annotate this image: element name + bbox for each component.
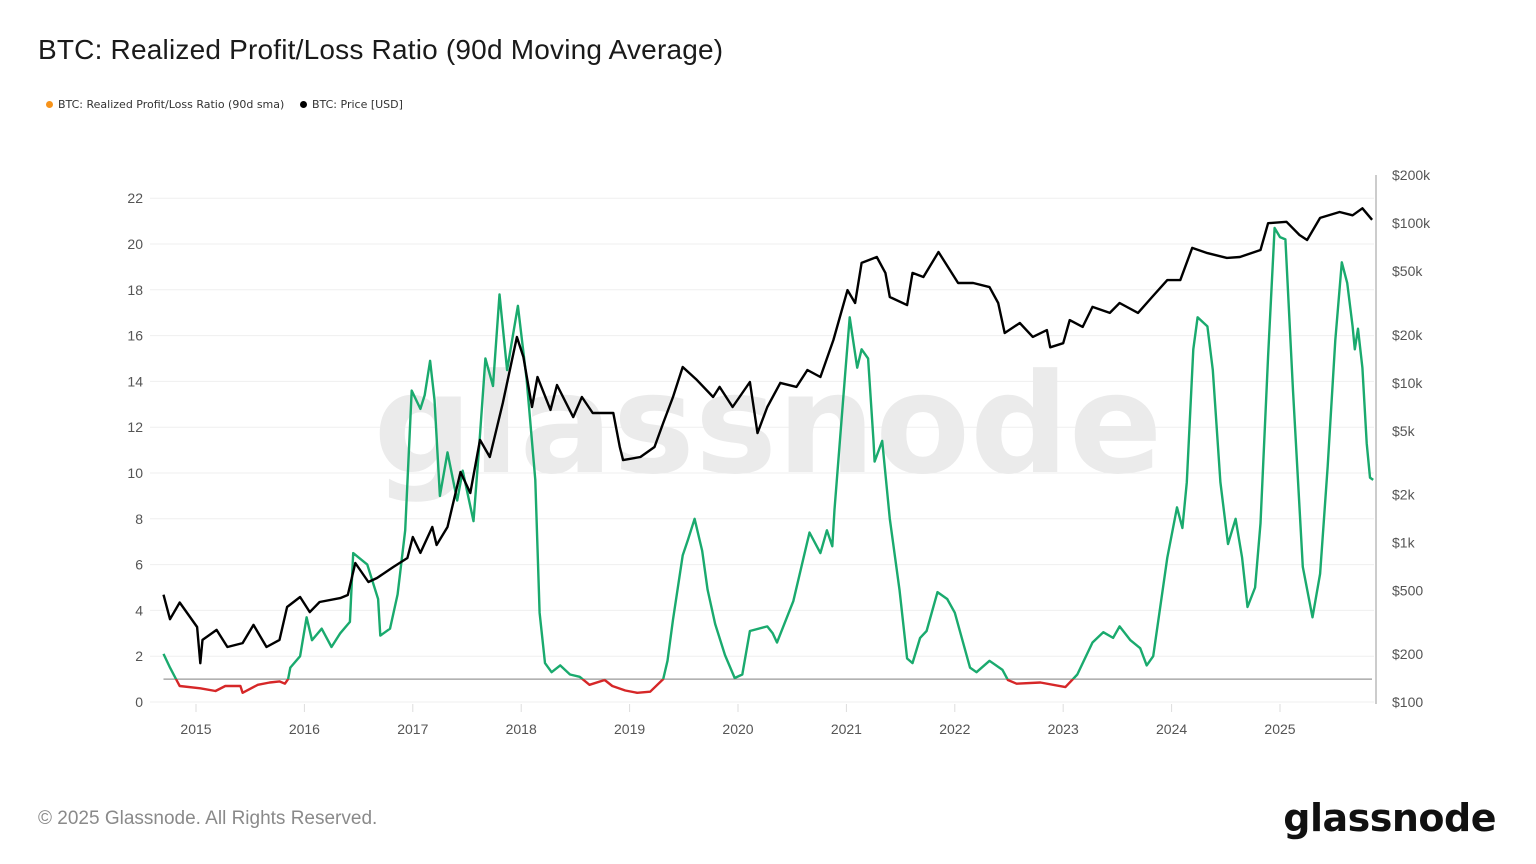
- series-layer: [162, 207, 1374, 694]
- legend-item-price[interactable]: BTC: Price [USD]: [300, 98, 403, 111]
- y-left-tick-label: 22: [127, 190, 143, 206]
- x-tick-label: 2020: [722, 721, 753, 737]
- y-right-tick-label: $1k: [1392, 534, 1416, 550]
- chart-title: BTC: Realized Profit/Loss Ratio (90d Mov…: [38, 34, 724, 65]
- legend-item-ratio[interactable]: BTC: Realized Profit/Loss Ratio (90d sma…: [46, 98, 284, 111]
- copyright-footer: © 2025 Glassnode. All Rights Reserved.: [38, 808, 378, 829]
- y-left-tick-label: 6: [135, 557, 143, 573]
- y-left-tick-label: 4: [135, 602, 143, 618]
- y-left-tick-label: 14: [127, 373, 143, 389]
- y-right-tick-label: $2k: [1392, 486, 1416, 502]
- y-left-tick-label: 10: [127, 465, 143, 481]
- x-tick-label: 2018: [506, 721, 537, 737]
- x-tick-label: 2023: [1048, 721, 1079, 737]
- ratio-line-profit: [162, 226, 1374, 680]
- y-right-tick-label: $5k: [1392, 423, 1416, 439]
- legend-label: BTC: Price [USD]: [312, 98, 403, 111]
- price-line: [162, 207, 1374, 665]
- y-left-tick-label: 12: [127, 419, 143, 435]
- glassnode-logo: glassnode: [1283, 796, 1496, 840]
- axes: 0246810121416182022$100$200$500$1k$2k$5k…: [127, 167, 1431, 737]
- x-tick-label: 2025: [1264, 721, 1295, 737]
- y-left-tick-label: 16: [127, 328, 143, 344]
- y-right-tick-label: $20k: [1392, 327, 1423, 343]
- x-tick-label: 2021: [831, 721, 862, 737]
- x-tick-label: 2017: [397, 721, 428, 737]
- y-right-tick-label: $50k: [1392, 263, 1423, 279]
- y-right-tick-label: $200: [1392, 646, 1423, 662]
- y-right-tick-label: $200k: [1392, 167, 1431, 183]
- x-tick-label: 2015: [180, 721, 211, 737]
- x-tick-label: 2024: [1156, 721, 1187, 737]
- y-right-tick-label: $100: [1392, 694, 1423, 710]
- y-left-tick-label: 8: [135, 511, 143, 527]
- y-left-tick-label: 0: [135, 694, 143, 710]
- y-right-tick-label: $100k: [1392, 215, 1431, 231]
- legend-label: BTC: Realized Profit/Loss Ratio (90d sma…: [58, 98, 285, 111]
- y-right-tick-label: $10k: [1392, 375, 1423, 391]
- legend-dot-icon: [46, 101, 53, 108]
- x-tick-label: 2022: [939, 721, 970, 737]
- x-tick-label: 2019: [614, 721, 645, 737]
- y-right-tick-label: $500: [1392, 582, 1423, 598]
- y-left-tick-label: 18: [127, 282, 143, 298]
- x-tick-label: 2016: [289, 721, 320, 737]
- legend-dot-icon: [300, 101, 307, 108]
- watermark: glassnode: [374, 344, 1163, 505]
- y-left-tick-label: 20: [127, 236, 143, 252]
- y-left-tick-label: 2: [135, 648, 143, 664]
